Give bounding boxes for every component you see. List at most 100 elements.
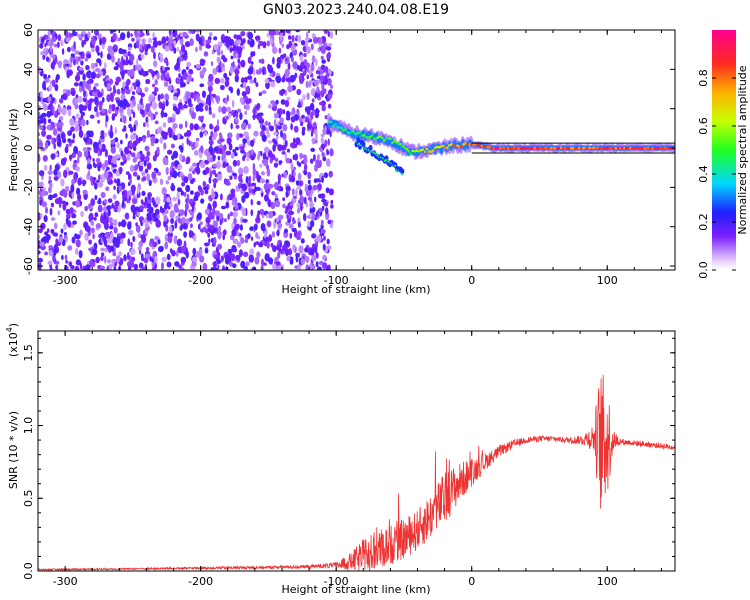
heatmap-cell <box>65 37 70 43</box>
heatmap-cell <box>123 69 129 74</box>
heatmap-cell <box>325 72 330 78</box>
heatmap-cell <box>57 196 63 204</box>
heatmap-cell <box>157 171 162 176</box>
heatmap-cell <box>391 141 394 145</box>
heatmap-cell <box>152 200 156 206</box>
heatmap-cell <box>245 152 250 157</box>
heatmap-cell <box>266 220 272 228</box>
heatmap-cell <box>622 146 626 150</box>
heatmap-cell <box>44 251 48 256</box>
heatmap-cell <box>111 163 118 168</box>
x-tick-label: -300 <box>53 575 78 588</box>
heatmap-cell <box>311 55 316 63</box>
heatmap-cell <box>79 229 83 236</box>
heatmap-cell <box>178 73 182 78</box>
heatmap-cell <box>270 81 276 88</box>
heatmap-cell <box>152 253 156 260</box>
heatmap-cell <box>243 251 249 258</box>
heatmap-cell <box>242 155 246 162</box>
heatmap-cell <box>39 181 44 190</box>
heatmap-cell <box>65 30 69 39</box>
heatmap-cell <box>181 142 184 147</box>
heatmap-cell <box>270 242 274 248</box>
heatmap-cell <box>153 60 158 68</box>
heatmap-cell <box>272 56 275 65</box>
heatmap-cell <box>119 107 124 115</box>
heatmap-cell <box>132 145 137 151</box>
heatmap-cell <box>139 109 145 115</box>
heatmap-cell <box>252 188 256 194</box>
heatmap-cell <box>286 30 291 34</box>
heatmap-cell <box>293 166 296 171</box>
heatmap-cell <box>188 198 195 203</box>
heatmap-cell <box>177 102 183 110</box>
heatmap-cell <box>272 105 278 112</box>
heatmap-cell <box>88 98 95 103</box>
heatmap-cell <box>454 145 457 148</box>
heatmap-cell <box>381 136 384 140</box>
heatmap-cell <box>65 185 70 192</box>
heatmap-cell <box>234 117 239 124</box>
heatmap-cell <box>626 146 630 150</box>
heatmap-cell <box>98 174 101 181</box>
heatmap-cell <box>133 42 138 49</box>
heatmap-cell <box>243 95 249 100</box>
heatmap-cell <box>122 98 128 106</box>
heatmap-cell <box>140 92 145 98</box>
heatmap-cell <box>217 173 223 181</box>
heatmap-cell <box>111 114 116 121</box>
heatmap-cell <box>277 125 282 130</box>
heatmap-cell <box>146 173 151 182</box>
heatmap-cell <box>309 247 315 256</box>
heatmap-cell <box>251 267 256 270</box>
heatmap-cell <box>372 151 376 154</box>
heatmap-cell <box>139 32 145 37</box>
heatmap-cell <box>305 46 311 54</box>
heatmap-cell <box>142 266 146 270</box>
heatmap-cell <box>271 191 276 196</box>
heatmap-cell <box>130 85 133 92</box>
heatmap-cell <box>194 141 199 148</box>
heatmap-cell <box>160 73 164 81</box>
heatmap-cell <box>624 146 628 150</box>
heatmap-cell <box>135 222 138 227</box>
heatmap-cell <box>106 244 111 250</box>
heatmap-cell <box>61 255 64 260</box>
heatmap-cell <box>270 201 276 210</box>
heatmap-cell <box>316 93 321 98</box>
heatmap-cell <box>121 74 125 80</box>
heatmap-cell <box>123 115 127 124</box>
heatmap-cell <box>295 255 299 263</box>
heatmap-cell <box>179 171 184 177</box>
heatmap-cell <box>127 251 130 261</box>
heatmap-cell <box>200 145 204 153</box>
heatmap-cell <box>84 232 89 241</box>
heatmap-cell <box>75 113 80 120</box>
heatmap-cell <box>247 39 251 45</box>
heatmap-cell <box>56 122 63 128</box>
heatmap-cell <box>217 50 221 56</box>
heatmap-cell <box>78 250 83 259</box>
heatmap-cell <box>448 144 451 147</box>
heatmap-cell <box>157 239 161 245</box>
heatmap-cell <box>110 146 116 154</box>
heatmap-cell <box>100 130 105 136</box>
heatmap-cell <box>68 261 73 267</box>
heatmap-cell <box>140 54 145 59</box>
heatmap-cell <box>248 175 252 183</box>
heatmap-cell <box>44 42 47 48</box>
heatmap-cell <box>185 250 189 259</box>
heatmap-cell <box>232 159 238 167</box>
heatmap-cell <box>310 220 315 228</box>
heatmap-cell <box>144 223 150 228</box>
heatmap-cell <box>356 131 360 135</box>
heatmap-cell <box>60 39 64 47</box>
heatmap-cell <box>399 142 402 146</box>
heatmap-cell <box>171 182 175 191</box>
heatmap-cell <box>74 50 80 55</box>
heatmap-cell <box>114 126 118 135</box>
heatmap-cell <box>100 252 105 257</box>
heatmap-cell <box>176 47 179 52</box>
heatmap-cell <box>241 209 246 216</box>
